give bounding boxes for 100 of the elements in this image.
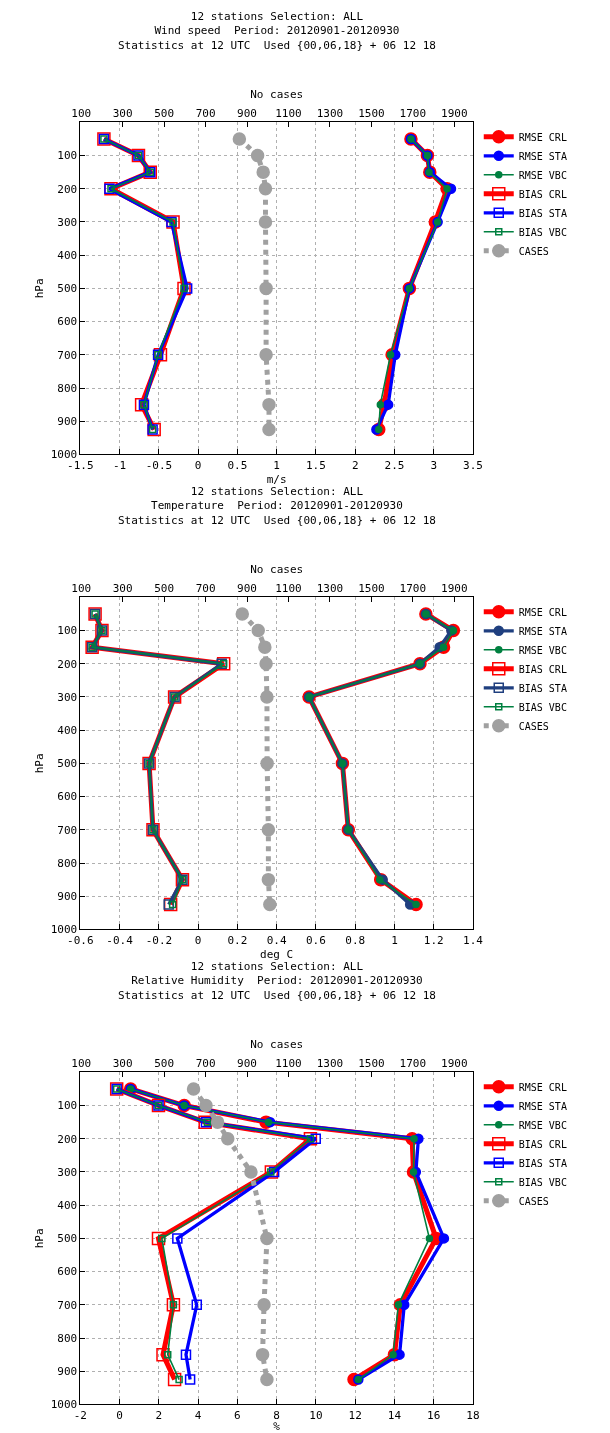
x2-tick-label: 1300	[316, 1056, 344, 1070]
y-tick-label: 900	[57, 1365, 78, 1379]
x-tick-label: 10	[309, 1408, 323, 1422]
legend-label: RMSE VBC	[518, 1119, 567, 1131]
x2-tick-label: 100	[71, 581, 92, 595]
x-tick-label: 12	[348, 1408, 362, 1422]
y-tick-label: 800	[57, 1331, 78, 1345]
x2-tick-label: 100	[71, 106, 92, 120]
x2-tick-label: 700	[195, 106, 216, 120]
x-tick-label: 2	[351, 458, 359, 472]
x-tick-label: -0.5	[145, 458, 173, 472]
x2-tick-label: 1900	[441, 106, 468, 120]
legend-label: RMSE CRL	[518, 1081, 567, 1093]
x2-tick-label: 700	[195, 1056, 216, 1070]
x-tick-label: -1	[113, 458, 127, 472]
x-tick-label: 0	[116, 1408, 123, 1422]
legend-label: RMSE CRL	[518, 606, 567, 618]
x2-tick-label: 1700	[399, 581, 427, 595]
x2-tick-label: 1500	[358, 106, 385, 120]
x-tick-label: 0	[194, 933, 202, 947]
legend-label: RMSE VBC	[518, 169, 567, 181]
legend-label: RMSE VBC	[518, 644, 567, 656]
x-tick-label: -0.2	[145, 933, 173, 947]
legend-label: BIAS CRL	[518, 188, 567, 200]
legend-label: BIAS STA	[518, 1157, 567, 1169]
x-tick-label: 16	[427, 1408, 441, 1422]
x-tick-label: 8	[273, 1408, 280, 1422]
y-tick-label: 400	[57, 249, 78, 263]
y-tick-label: 900	[57, 415, 78, 429]
y-axis-title: hPa	[33, 1228, 47, 1249]
legend-label: RMSE STA	[518, 1100, 567, 1112]
y-tick-label: 300	[57, 1165, 78, 1179]
y-tick-label: 800	[57, 856, 78, 870]
chart-title: 12 stations Selection: ALL Temperature Period: 20120901-20120930 Statistics at 12 UTC Used {00,06,18} + 06 12 18	[118, 485, 436, 527]
x2-tick-label: 900	[237, 1056, 257, 1070]
x2-tick-label: 1900	[441, 581, 468, 595]
x2-axis-title: No cases	[250, 1037, 304, 1051]
y-tick-label: 200	[57, 657, 78, 671]
y-tick-label: 400	[57, 724, 78, 738]
x-axis-title: deg C	[260, 947, 294, 961]
x-tick-label: 0.2	[227, 933, 248, 947]
x2-tick-label: 1100	[275, 1056, 302, 1070]
x-tick-label: 14	[387, 1408, 402, 1422]
y-tick-label: 500	[57, 757, 78, 771]
x2-tick-label: 1500	[358, 1056, 385, 1070]
y-tick-label: 500	[57, 1232, 78, 1246]
y-tick-label: 100	[57, 624, 78, 638]
legend-label: BIAS STA	[518, 207, 567, 219]
x-axis-title: %	[273, 1420, 281, 1433]
x2-tick-label: 300	[112, 1056, 133, 1070]
x2-tick-label: 300	[112, 106, 133, 120]
legend-label: BIAS CRL	[518, 663, 567, 675]
legend-label: CASES	[518, 1195, 549, 1207]
legend-label: RMSE STA	[518, 150, 567, 162]
x2-tick-label: 1100	[275, 581, 302, 595]
x-tick-label: 1	[273, 458, 280, 472]
x2-tick-label: 900	[237, 581, 257, 595]
legend-label: BIAS VBC	[518, 1176, 567, 1188]
x-tick-label: 0.6	[305, 933, 326, 947]
x-axis-title: m/s	[266, 472, 287, 486]
x-tick-label: 4	[194, 1408, 202, 1422]
legend-label: BIAS CRL	[518, 1138, 567, 1150]
x2-tick-label: 1100	[275, 106, 302, 120]
x-tick-label: 0.8	[345, 933, 366, 947]
x2-tick-label: 1300	[316, 106, 344, 120]
x2-tick-label: 300	[112, 581, 133, 595]
x-tick-label: 6	[234, 1408, 241, 1422]
x2-tick-label: 500	[154, 106, 175, 120]
legend-label: RMSE CRL	[518, 131, 567, 143]
y-axis-title: hPa	[33, 278, 47, 299]
legend-label: CASES	[518, 720, 549, 732]
legend-label: BIAS STA	[518, 682, 567, 694]
x2-tick-label: 1700	[399, 1056, 427, 1070]
x2-tick-label: 900	[237, 106, 257, 120]
legend-label: RMSE STA	[518, 625, 567, 637]
y-tick-label: 300	[57, 215, 78, 229]
x2-tick-label: 1500	[358, 581, 385, 595]
legend-label: CASES	[518, 245, 549, 257]
y-tick-label: 300	[57, 690, 78, 704]
x2-tick-label: 1300	[316, 581, 344, 595]
x-tick-label: 18	[466, 1408, 480, 1422]
y-tick-label: 600	[57, 790, 78, 804]
legend-label: BIAS VBC	[518, 226, 567, 238]
x2-tick-label: 1700	[399, 106, 427, 120]
x-tick-label: 1.4	[463, 933, 484, 947]
x-tick-label: 2	[155, 1408, 163, 1422]
y-tick-label: 600	[57, 315, 78, 329]
x-tick-label: 1.5	[305, 458, 326, 472]
x-tick-label: 1	[391, 933, 398, 947]
y-axis-title: hPa	[33, 753, 47, 774]
y-tick-label: 700	[57, 348, 78, 362]
chart-title: 12 stations Selection: ALL Relative Humidity Period: 20120901-20120930 Statistics at 12 UTC Used {00,06,18} + 06 12 18	[118, 960, 436, 1002]
x-tick-label: 0.5	[227, 458, 248, 472]
y-tick-label: 700	[57, 1298, 78, 1312]
y-tick-label: 200	[57, 182, 78, 196]
x-tick-label: 3.5	[463, 458, 483, 472]
x2-tick-label: 100	[71, 1056, 92, 1070]
x-tick-label: 0.4	[266, 933, 287, 947]
x2-axis-title: No cases	[250, 87, 304, 101]
x2-tick-label: 1900	[441, 1056, 468, 1070]
